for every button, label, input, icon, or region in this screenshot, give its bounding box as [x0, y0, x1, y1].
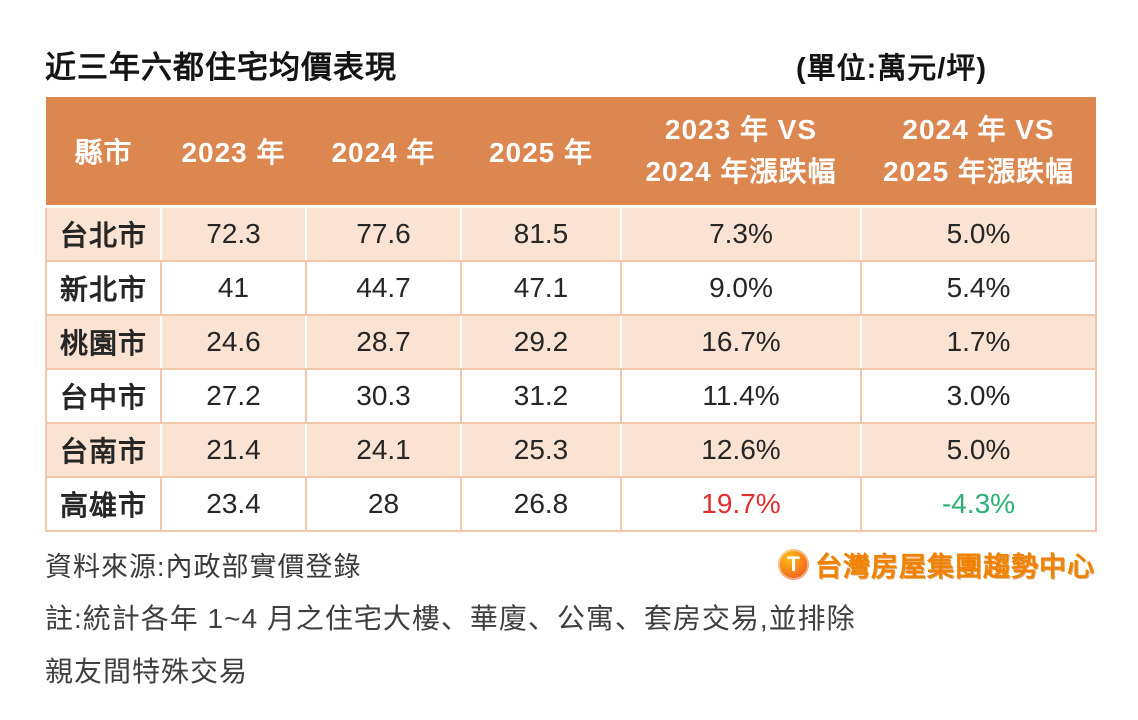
value-2025: 81.5	[460, 205, 622, 262]
footnote-line-1: 註:統計各年 1~4 月之住宅大樓、華廈、公寓、套房交易,並排除	[45, 603, 856, 634]
change-23-24-highlight-red: 19.7%	[620, 476, 862, 532]
table-row-taichung: 台中市 27.2 30.3 31.2 11.4% 3.0%	[45, 368, 1097, 424]
change-24-25: 1.7%	[860, 314, 1097, 370]
change-24-25-highlight-green: -4.3%	[860, 476, 1097, 532]
table-row-kaohsiung: 高雄市 23.4 28 26.8 19.7% -4.3%	[45, 476, 1097, 532]
value-2025: 29.2	[460, 314, 622, 370]
col-header-2024: 2024 年	[306, 97, 461, 208]
city-cell: 台北市	[45, 205, 162, 262]
infographic-page: 近三年六都住宅均價表現 (單位:萬元/坪) 縣市 2023 年 2024 年 2…	[45, 0, 1097, 698]
col-header-vs-2024-2025: 2024 年 VS 2025 年漲跌幅	[861, 97, 1096, 208]
city-cell: 新北市	[45, 260, 162, 316]
col-header-city: 縣市	[46, 97, 161, 208]
value-2025: 26.8	[460, 476, 622, 532]
col-header-vs-2023-2024: 2023 年 VS 2024 年漲跌幅	[621, 97, 861, 208]
value-2024: 28	[305, 476, 462, 532]
value-2025: 25.3	[460, 422, 622, 478]
value-2025: 31.2	[460, 368, 622, 424]
change-23-24: 12.6%	[620, 422, 862, 478]
taiwan-housing-logo: T 台灣房屋集團趨勢中心	[778, 545, 1095, 584]
footnote: 註:統計各年 1~4 月之住宅大樓、華廈、公寓、套房交易,並排除 親友間特殊交易	[45, 592, 1095, 698]
col-header-vs2-line1: 2024 年 VS	[902, 114, 1055, 145]
value-2023: 23.4	[160, 476, 307, 532]
value-2023: 24.6	[160, 314, 307, 370]
source-bar: 資料來源:內政部實價登錄 T 台灣房屋集團趨勢中心	[45, 544, 1095, 584]
value-2025: 47.1	[460, 260, 622, 316]
table-header: 縣市 2023 年 2024 年 2025 年 2023 年 VS 2024 年…	[46, 97, 1096, 208]
value-2023: 27.2	[160, 368, 307, 424]
table-row-tainan: 台南市 21.4 24.1 25.3 12.6% 5.0%	[45, 422, 1097, 478]
table-body: 台北市 72.3 77.6 81.5 7.3% 5.0% 新北市 41 44.7…	[45, 205, 1097, 532]
value-2024: 24.1	[305, 422, 462, 478]
data-source-text: 資料來源:內政部實價登錄	[45, 551, 362, 582]
change-23-24: 9.0%	[620, 260, 862, 316]
value-2024: 77.6	[305, 205, 462, 262]
table-row-newtaipei: 新北市 41 44.7 47.1 9.0% 5.4%	[45, 260, 1097, 316]
change-24-25: 5.0%	[860, 205, 1097, 262]
value-2024: 30.3	[305, 368, 462, 424]
city-cell: 台南市	[45, 422, 162, 478]
change-24-25: 3.0%	[860, 368, 1097, 424]
change-24-25: 5.0%	[860, 422, 1097, 478]
value-2023: 41	[160, 260, 307, 316]
page-title: 近三年六都住宅均價表現	[45, 50, 397, 85]
unit-label: (單位:萬元/坪)	[795, 53, 987, 85]
col-header-vs2-line2: 2025 年漲跌幅	[882, 156, 1075, 187]
change-23-24: 16.7%	[620, 314, 862, 370]
city-cell: 高雄市	[45, 476, 162, 532]
change-24-25: 5.4%	[860, 260, 1097, 316]
city-cell: 桃園市	[45, 314, 162, 370]
logo-t-icon: T	[778, 548, 809, 580]
table-row-taoyuan: 桃園市 24.6 28.7 29.2 16.7% 1.7%	[45, 314, 1097, 370]
header-row: 縣市 2023 年 2024 年 2025 年 2023 年 VS 2024 年…	[46, 97, 1096, 208]
value-2023: 72.3	[160, 205, 307, 262]
value-2023: 21.4	[160, 422, 307, 478]
change-23-24: 7.3%	[620, 205, 862, 262]
col-header-2023: 2023 年	[161, 97, 306, 208]
value-2024: 28.7	[305, 314, 462, 370]
value-2024: 44.7	[305, 260, 462, 316]
change-23-24: 11.4%	[620, 368, 862, 424]
col-header-2025: 2025 年	[461, 97, 621, 208]
footnote-line-2: 親友間特殊交易	[45, 656, 249, 687]
table-row-taipei: 台北市 72.3 77.6 81.5 7.3% 5.0%	[45, 205, 1097, 262]
logo-text: 台灣房屋集團趨勢中心	[815, 551, 1095, 582]
col-header-vs1-line1: 2023 年 VS	[664, 114, 818, 145]
city-cell: 台中市	[45, 368, 162, 424]
col-header-vs1-line2: 2024 年漲跌幅	[645, 156, 837, 187]
price-table: 縣市 2023 年 2024 年 2025 年 2023 年 VS 2024 年…	[45, 97, 1097, 532]
title-bar: 近三年六都住宅均價表現 (單位:萬元/坪)	[45, 0, 1095, 87]
